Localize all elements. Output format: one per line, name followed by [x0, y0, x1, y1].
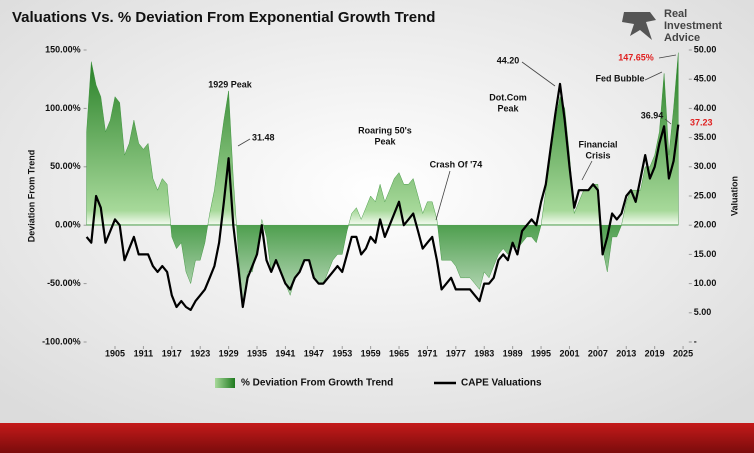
x-tick-label: 1929	[219, 348, 239, 358]
legend-swatch	[215, 378, 235, 388]
logo-text: Advice	[664, 32, 700, 44]
footer-band	[0, 423, 754, 453]
y2-tick-label: 5.00	[694, 307, 712, 317]
annotation-leader	[664, 118, 672, 125]
x-tick-label: 1971	[417, 348, 437, 358]
annotation: Peak	[497, 103, 519, 113]
annotation: Crash Of '74	[430, 159, 483, 169]
y-axis-title: Deviation From Trend	[26, 150, 36, 243]
x-tick-label: 2001	[559, 348, 579, 358]
annotation: 1929 Peak	[208, 79, 253, 89]
y-tick-label: 100.00%	[45, 103, 81, 113]
x-tick-label: 2025	[673, 348, 693, 358]
y2-tick-label: 10.00	[694, 278, 717, 288]
annotation: 36.94	[641, 110, 664, 120]
y2-tick-label: 30.00	[694, 161, 717, 171]
x-tick-label: 1947	[304, 348, 324, 358]
y-tick-label: -100.00%	[42, 336, 81, 346]
y2-axis-title: Valuation	[729, 176, 739, 216]
x-tick-label: 2013	[616, 348, 636, 358]
x-tick-label: 2007	[588, 348, 608, 358]
annotation-leader	[644, 71, 663, 81]
logo-text: Real	[664, 8, 687, 20]
annotation-leader	[658, 54, 677, 59]
x-tick-label: 1941	[275, 348, 295, 358]
legend-label: % Deviation From Growth Trend	[241, 378, 393, 389]
y2-tick-label: 35.00	[694, 132, 717, 142]
y2-tick-label: 20.00	[694, 220, 717, 230]
annotation: Crisis	[585, 150, 610, 160]
legend-label: CAPE Valuations	[461, 378, 542, 389]
x-tick-label: 1953	[332, 348, 352, 358]
annotation-leader	[521, 61, 556, 87]
x-tick-label: 1983	[474, 348, 494, 358]
annotation-leader	[581, 160, 593, 181]
x-tick-label: 1917	[162, 348, 182, 358]
chart-title: Valuations Vs. % Deviation From Exponent…	[12, 9, 435, 26]
cape-line	[85, 82, 680, 311]
y2-tick-label: -	[694, 336, 697, 346]
logo: Real Investment Advice	[622, 8, 722, 44]
y-tick-label: 50.00%	[50, 161, 81, 171]
annotation: Financial	[578, 139, 617, 149]
annotation: Dot.Com	[489, 92, 527, 102]
annotation: 37.23	[690, 117, 713, 127]
annotation: 147.65%	[618, 52, 654, 62]
y-tick-label: -50.00%	[47, 278, 81, 288]
logo-text: Investment	[664, 20, 722, 32]
annotation-leader	[237, 138, 251, 147]
y2-tick-label: 40.00	[694, 103, 717, 113]
x-tick-label: 1911	[134, 348, 154, 358]
x-tick-label: 1923	[190, 348, 210, 358]
y2-tick-label: 25.00	[694, 190, 717, 200]
x-tick-label: 1959	[361, 348, 381, 358]
logo-mark	[622, 12, 656, 40]
annotation: Peak	[374, 136, 396, 146]
annotation: 31.48	[252, 132, 275, 142]
x-tick-label: 1977	[446, 348, 466, 358]
y2-tick-label: 15.00	[694, 249, 717, 259]
annotation: 44.20	[497, 55, 520, 65]
x-tick-label: 2019	[645, 348, 665, 358]
y2-tick-label: 50.00	[694, 44, 717, 54]
x-tick-label: 1965	[389, 348, 409, 358]
x-tick-label: 1905	[105, 348, 125, 358]
x-tick-label: 1989	[503, 348, 523, 358]
annotation: Fed Bubble	[596, 73, 645, 83]
x-tick-label: 1935	[247, 348, 267, 358]
y-tick-label: 150.00%	[45, 44, 81, 54]
x-tick-label: 1995	[531, 348, 551, 358]
annotation-leader	[435, 170, 451, 221]
y2-tick-label: 45.00	[694, 74, 717, 84]
y-tick-label: 0.00%	[55, 220, 81, 230]
annotation: Roaring 50's	[358, 125, 412, 135]
